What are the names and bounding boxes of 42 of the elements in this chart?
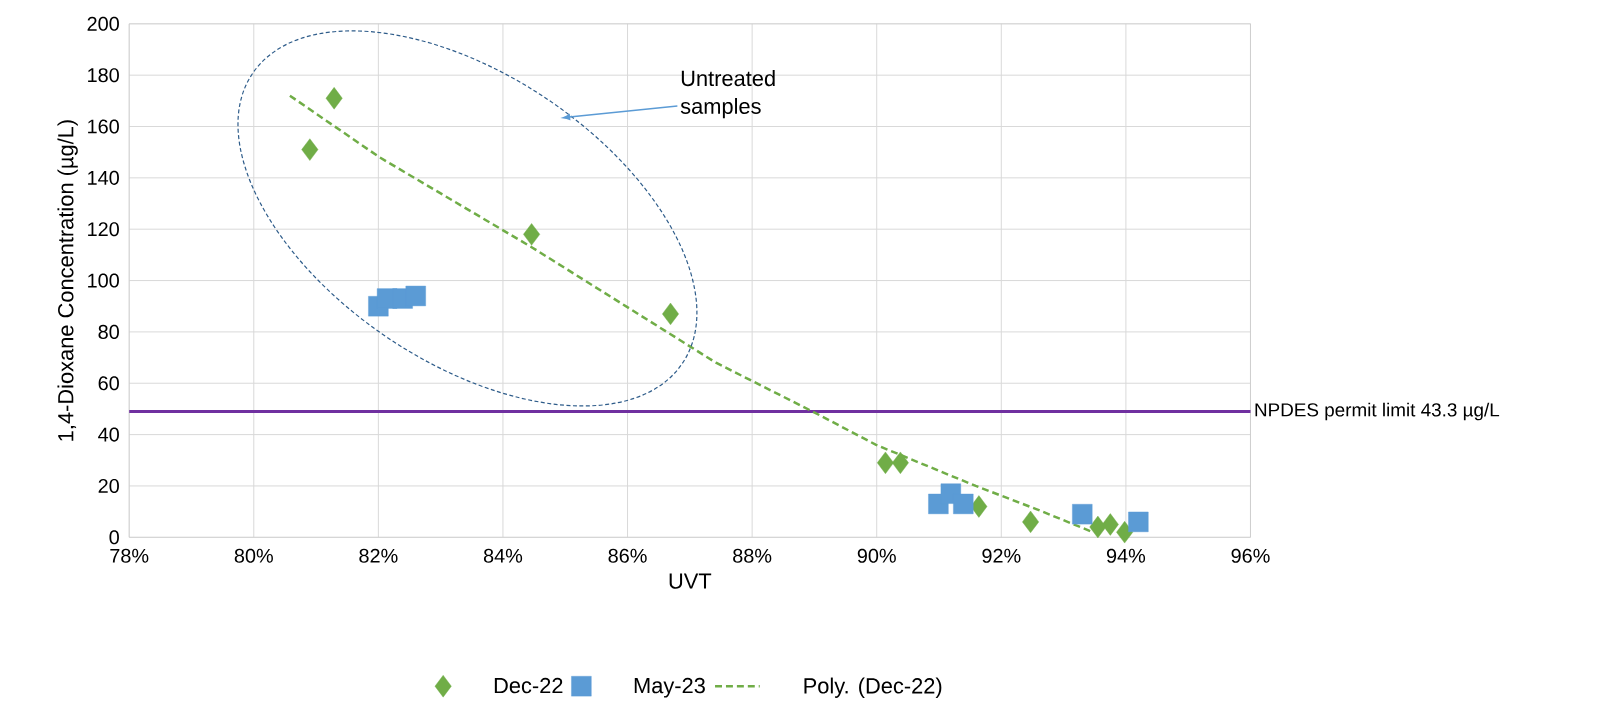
x-tick-label: 82% bbox=[359, 548, 398, 563]
point bbox=[1089, 515, 1107, 539]
point bbox=[877, 451, 894, 474]
ref-line-label: NPDES permit limit 43.3 µg/L bbox=[1255, 402, 1500, 421]
point bbox=[301, 138, 319, 161]
x-axis-title: UVT bbox=[669, 573, 712, 589]
point bbox=[1022, 510, 1039, 533]
point bbox=[325, 87, 343, 110]
y-tick-label: 80 bbox=[98, 324, 119, 339]
point bbox=[891, 451, 909, 474]
legend-label: May-23 bbox=[634, 677, 705, 698]
y-tick-label: 60 bbox=[98, 376, 119, 391]
y-tick-label: 140 bbox=[88, 170, 119, 185]
point bbox=[1116, 520, 1134, 544]
y-tick-label: 40 bbox=[98, 427, 119, 442]
point bbox=[1101, 513, 1119, 536]
x-tick-label: 88% bbox=[733, 548, 772, 563]
point bbox=[1072, 504, 1093, 525]
x-tick-label: 78% bbox=[110, 548, 149, 563]
point bbox=[523, 223, 540, 246]
x-tick-label: 92% bbox=[982, 548, 1021, 563]
legend-label: Dec-22 bbox=[494, 677, 563, 694]
y-tick-label: 100 bbox=[88, 273, 119, 288]
y-tick-label: 120 bbox=[88, 222, 119, 237]
y-axis-title: 1,4-Dioxane Concentration (µg/L) bbox=[57, 120, 78, 441]
annotation: Untreated samples bbox=[680, 70, 775, 119]
x-tick-label: 94% bbox=[1106, 548, 1146, 563]
legend-label: Poly. (Dec-22) bbox=[804, 677, 942, 698]
x-tick-label: 84% bbox=[483, 548, 523, 563]
x-tick-label: 90% bbox=[857, 548, 896, 563]
point bbox=[1128, 511, 1149, 532]
y-tick-label: 180 bbox=[88, 68, 119, 83]
x-tick-label: 96% bbox=[1231, 548, 1270, 563]
y-tick-label: 200 bbox=[87, 16, 119, 31]
point bbox=[953, 493, 974, 514]
point bbox=[662, 302, 679, 325]
x-tick-label: 86% bbox=[608, 548, 647, 563]
y-tick-label: 20 bbox=[98, 478, 119, 493]
point bbox=[405, 285, 426, 307]
x-tick-label: 80% bbox=[234, 548, 273, 563]
y-tick-label: 0 bbox=[109, 530, 119, 545]
y-tick-label: 160 bbox=[88, 119, 119, 134]
